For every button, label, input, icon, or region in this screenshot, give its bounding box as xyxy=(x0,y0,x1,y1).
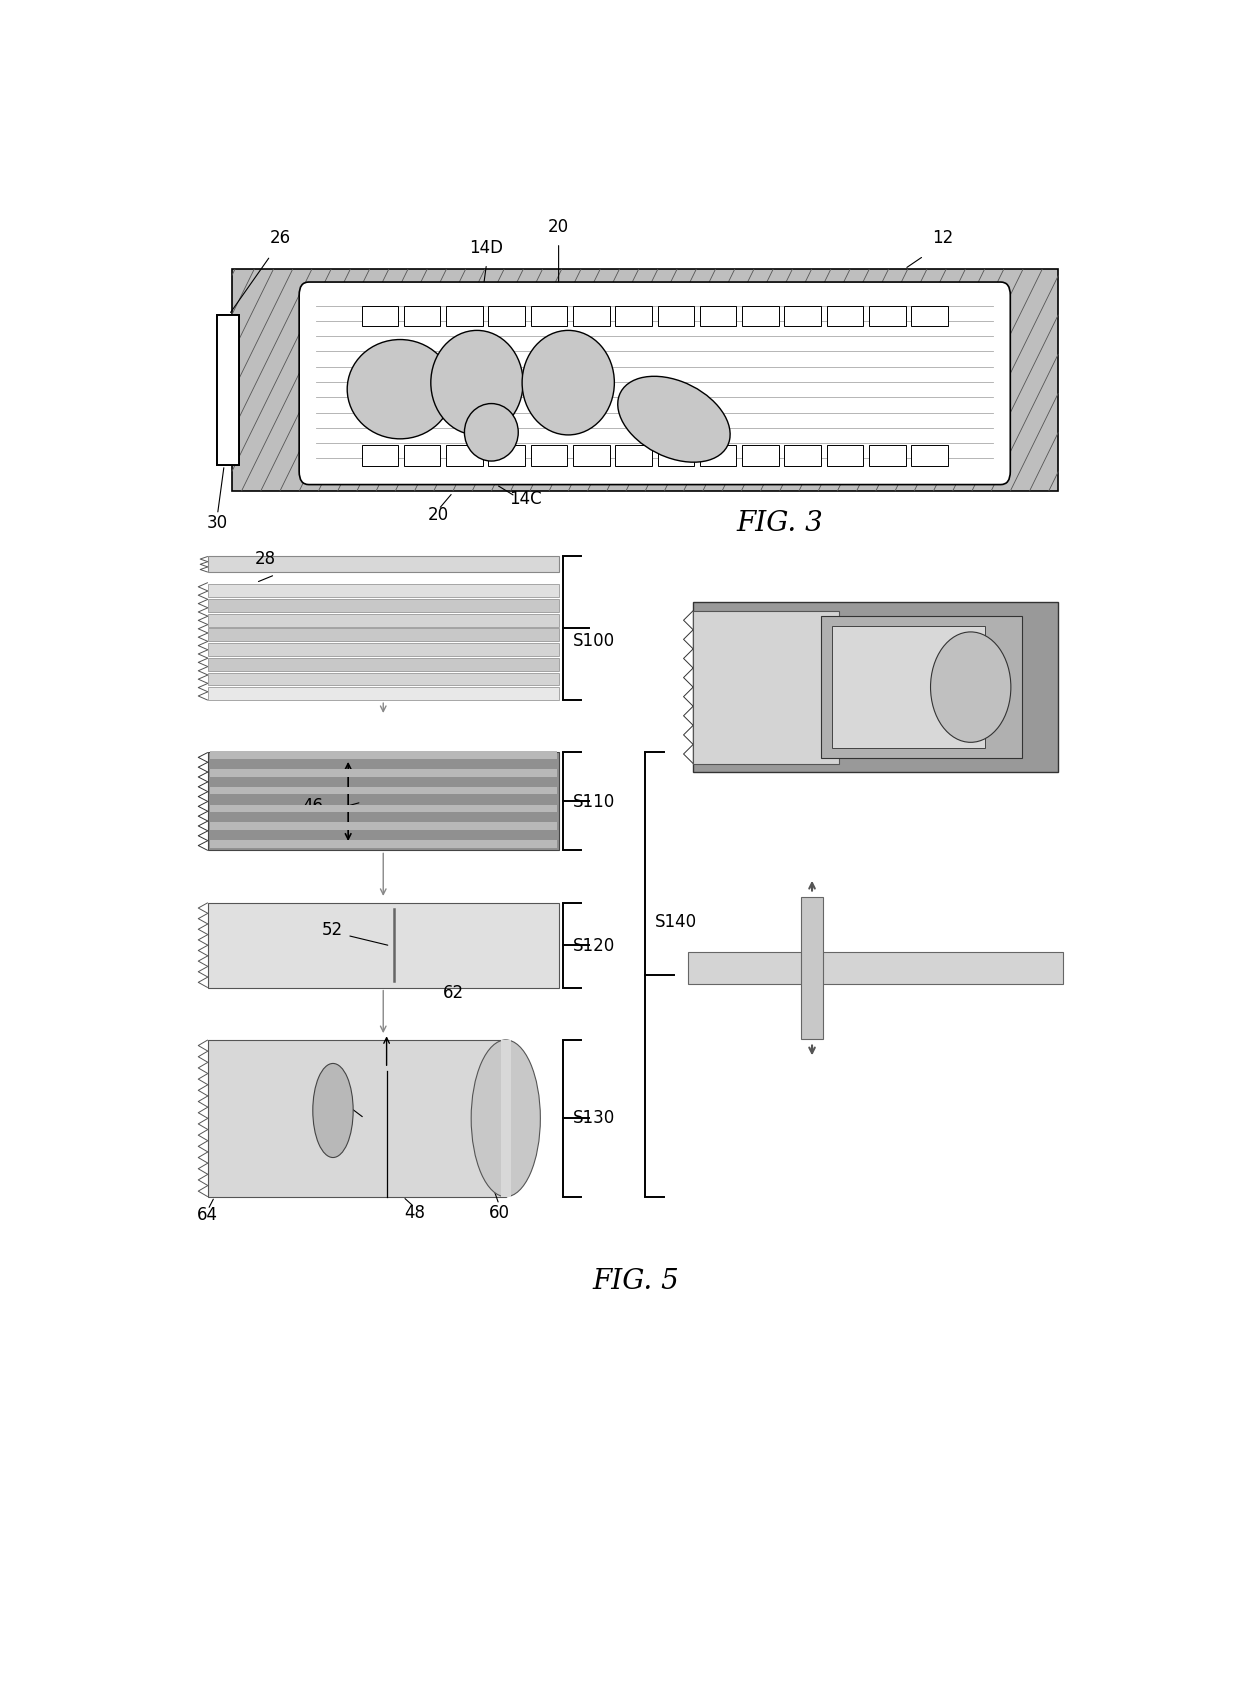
Text: 14D: 14D xyxy=(470,239,503,258)
Bar xyxy=(489,445,525,467)
Bar xyxy=(693,611,839,764)
Bar xyxy=(217,314,238,465)
Text: FIG. 3: FIG. 3 xyxy=(737,511,823,538)
Bar xyxy=(832,626,986,748)
Bar xyxy=(446,445,482,467)
Bar xyxy=(801,898,823,1039)
Text: 62: 62 xyxy=(444,984,465,1003)
Bar xyxy=(615,445,652,467)
Bar xyxy=(821,616,1022,759)
Bar xyxy=(827,305,863,326)
Text: S140: S140 xyxy=(655,913,697,932)
Bar xyxy=(208,903,558,988)
Text: 20: 20 xyxy=(548,219,569,236)
Bar xyxy=(217,314,238,465)
Bar xyxy=(208,614,558,626)
Bar xyxy=(911,305,947,326)
Bar xyxy=(404,445,440,467)
Bar xyxy=(208,557,558,572)
Bar xyxy=(573,305,610,326)
Bar xyxy=(210,804,557,813)
Bar xyxy=(573,445,610,467)
Bar xyxy=(657,445,694,467)
Ellipse shape xyxy=(312,1064,353,1157)
Bar xyxy=(827,445,863,467)
Text: 26: 26 xyxy=(269,229,290,246)
Bar xyxy=(208,584,558,597)
Text: 52: 52 xyxy=(321,921,342,940)
Bar xyxy=(362,445,398,467)
Bar xyxy=(531,305,567,326)
Bar xyxy=(743,305,779,326)
Bar xyxy=(699,305,737,326)
Ellipse shape xyxy=(347,339,453,440)
Text: S100: S100 xyxy=(573,633,615,650)
Bar xyxy=(869,445,905,467)
Ellipse shape xyxy=(522,331,614,434)
Text: 64: 64 xyxy=(197,1207,218,1224)
Bar xyxy=(688,952,1063,984)
Bar xyxy=(208,628,558,641)
Bar xyxy=(785,445,821,467)
Text: 46: 46 xyxy=(303,798,324,815)
Ellipse shape xyxy=(471,1040,541,1196)
Bar xyxy=(869,305,905,326)
Text: S130: S130 xyxy=(573,1110,615,1127)
Text: S120: S120 xyxy=(573,937,615,955)
Bar xyxy=(501,1040,511,1196)
Bar xyxy=(232,270,1059,490)
Bar xyxy=(210,769,557,777)
Text: 12: 12 xyxy=(932,229,954,246)
Bar xyxy=(208,672,558,686)
Bar xyxy=(210,840,557,848)
Text: 20: 20 xyxy=(428,506,449,524)
Bar xyxy=(743,445,779,467)
Bar xyxy=(446,305,482,326)
Bar xyxy=(699,445,737,467)
Text: S110: S110 xyxy=(573,792,615,811)
Bar xyxy=(911,445,947,467)
Text: 50: 50 xyxy=(321,1084,342,1103)
Ellipse shape xyxy=(930,631,1011,742)
Bar xyxy=(208,658,558,670)
Bar xyxy=(208,599,558,613)
Text: 48: 48 xyxy=(404,1203,425,1222)
Text: 14C: 14C xyxy=(508,490,542,507)
Ellipse shape xyxy=(465,404,518,462)
Bar xyxy=(531,445,567,467)
Ellipse shape xyxy=(430,331,523,434)
Text: 60: 60 xyxy=(489,1203,510,1222)
Ellipse shape xyxy=(618,377,730,462)
Bar xyxy=(657,305,694,326)
Bar xyxy=(489,305,525,326)
Bar xyxy=(208,1040,506,1196)
Text: FIG. 5: FIG. 5 xyxy=(593,1268,678,1295)
Bar xyxy=(785,305,821,326)
Bar xyxy=(210,787,557,794)
Bar xyxy=(693,602,1059,772)
Bar xyxy=(615,305,652,326)
Bar xyxy=(210,752,557,759)
Bar xyxy=(208,687,558,701)
Text: 28: 28 xyxy=(255,550,277,568)
Text: 30: 30 xyxy=(207,514,228,531)
Bar xyxy=(210,823,557,830)
Bar xyxy=(208,643,558,657)
Bar xyxy=(362,305,398,326)
Bar xyxy=(208,752,558,850)
Bar xyxy=(404,305,440,326)
Bar xyxy=(217,314,238,465)
FancyBboxPatch shape xyxy=(299,282,1011,485)
